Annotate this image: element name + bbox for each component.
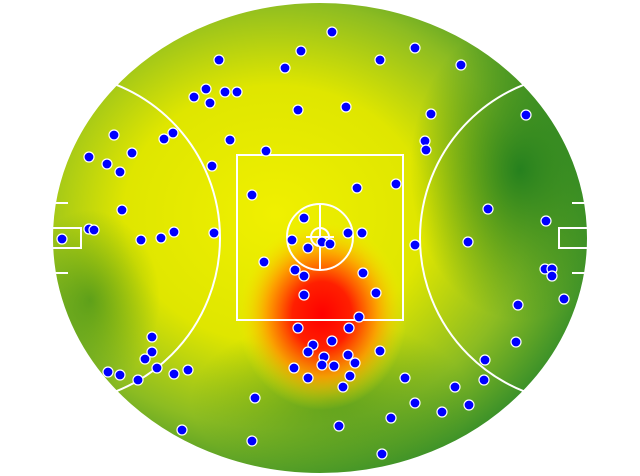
point <box>298 212 310 224</box>
point <box>146 331 158 343</box>
point <box>139 353 151 365</box>
point <box>208 227 220 239</box>
point <box>258 256 270 268</box>
point <box>342 349 354 361</box>
point <box>219 86 231 98</box>
point <box>482 203 494 215</box>
point <box>344 370 356 382</box>
point <box>302 346 314 358</box>
point <box>449 381 461 393</box>
point <box>168 368 180 380</box>
point <box>540 215 552 227</box>
point <box>342 227 354 239</box>
point <box>135 234 147 246</box>
point <box>132 374 144 386</box>
point <box>302 242 314 254</box>
point <box>249 392 261 404</box>
point <box>302 372 314 384</box>
point <box>292 104 304 116</box>
point <box>279 62 291 74</box>
point <box>343 322 355 334</box>
point <box>558 293 570 305</box>
point <box>455 59 467 71</box>
point <box>102 366 114 378</box>
point <box>510 336 522 348</box>
point <box>333 420 345 432</box>
point <box>204 97 216 109</box>
point <box>114 166 126 178</box>
point <box>409 239 421 251</box>
point <box>326 335 338 347</box>
point <box>324 238 336 250</box>
point <box>399 372 411 384</box>
point <box>155 232 167 244</box>
point <box>463 399 475 411</box>
point <box>292 322 304 334</box>
point <box>83 151 95 163</box>
point <box>188 91 200 103</box>
point <box>370 287 382 299</box>
point <box>478 374 490 386</box>
point <box>512 299 524 311</box>
point <box>420 144 432 156</box>
heatmap <box>52 2 588 474</box>
point <box>357 267 369 279</box>
point <box>213 54 225 66</box>
point <box>520 109 532 121</box>
point <box>151 362 163 374</box>
point <box>295 45 307 57</box>
point <box>286 234 298 246</box>
point <box>126 147 138 159</box>
point <box>168 226 180 238</box>
point <box>182 364 194 376</box>
point <box>88 224 100 236</box>
point <box>436 406 448 418</box>
point <box>385 412 397 424</box>
point <box>340 101 352 113</box>
point <box>337 381 349 393</box>
point <box>390 178 402 190</box>
point <box>246 435 258 447</box>
point <box>158 133 170 145</box>
point <box>298 270 310 282</box>
point <box>260 145 272 157</box>
point <box>56 233 68 245</box>
point <box>409 42 421 54</box>
point <box>289 264 301 276</box>
point <box>246 189 258 201</box>
point <box>176 424 188 436</box>
points <box>56 26 570 460</box>
point <box>356 227 368 239</box>
point <box>351 182 363 194</box>
point <box>101 158 113 170</box>
point <box>374 54 386 66</box>
point <box>349 357 361 369</box>
point <box>298 289 310 301</box>
point <box>326 26 338 38</box>
point <box>146 346 158 358</box>
point <box>116 204 128 216</box>
point <box>288 362 300 374</box>
point <box>546 270 558 282</box>
point <box>108 129 120 141</box>
point <box>328 360 340 372</box>
point <box>374 345 386 357</box>
point <box>224 134 236 146</box>
point <box>409 397 421 409</box>
point <box>200 83 212 95</box>
point <box>206 160 218 172</box>
point <box>114 369 126 381</box>
point <box>479 354 491 366</box>
point <box>462 236 474 248</box>
point <box>376 448 388 460</box>
point <box>353 311 365 323</box>
point <box>425 108 437 120</box>
point <box>231 86 243 98</box>
point <box>167 127 179 139</box>
point <box>316 359 328 371</box>
